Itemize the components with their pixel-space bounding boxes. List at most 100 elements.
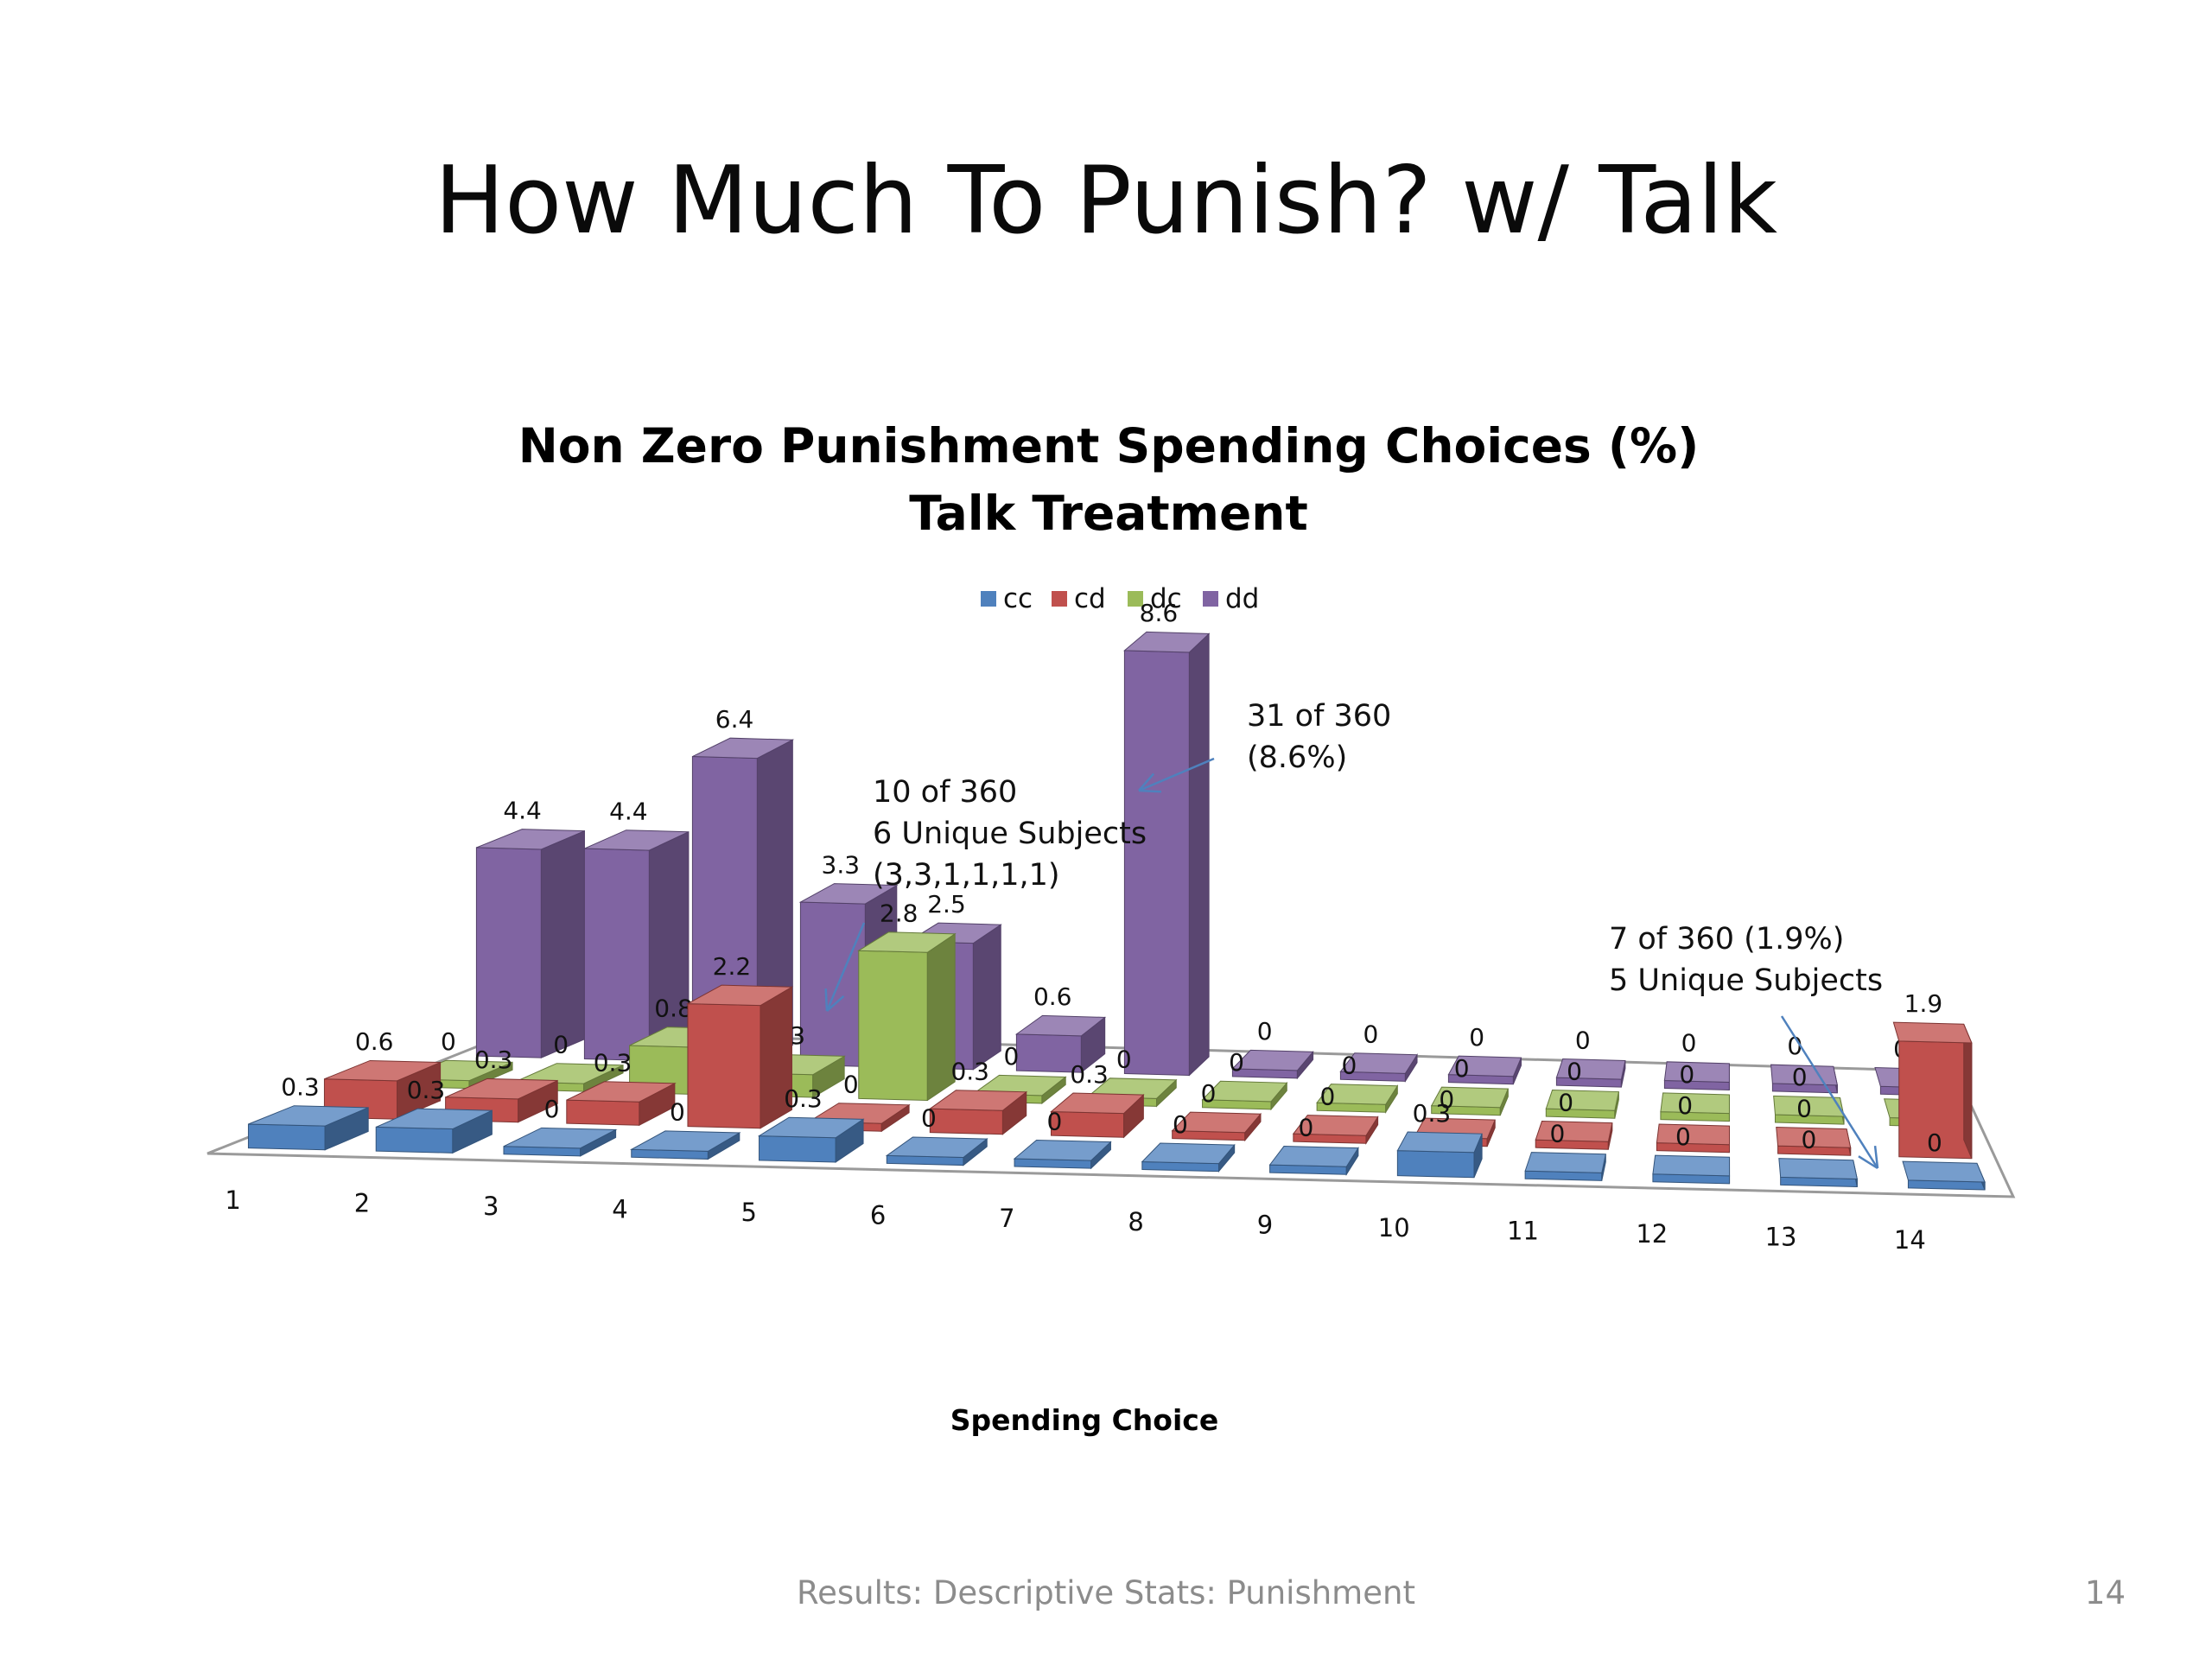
bar-value-label: 0 <box>670 1098 685 1127</box>
x-tick-label: 10 <box>1378 1213 1410 1243</box>
bar-cd-7 <box>1050 1092 1145 1139</box>
bar-cc-12 <box>1652 1154 1731 1185</box>
bar-value-label: 0.3 <box>1070 1060 1109 1089</box>
bar-dd-2 <box>583 830 690 1062</box>
bar-value-label: 2.8 <box>880 899 918 928</box>
bar-value-label: 0 <box>1469 1023 1484 1052</box>
bar-value-label: 0 <box>1047 1107 1063 1135</box>
bar-dc-13 <box>1773 1095 1845 1125</box>
bar-value-label: 0.3 <box>281 1072 320 1101</box>
bar-cc-6 <box>885 1136 988 1166</box>
bar-cc-13 <box>1778 1158 1858 1187</box>
legend-label-dd: dd <box>1225 583 1259 614</box>
bar-cd-11 <box>1535 1121 1613 1150</box>
bar-value-label: 0 <box>1549 1119 1565 1147</box>
bar-value-label: 0 <box>1257 1017 1273 1046</box>
bar-value-label: 0.6 <box>355 1027 394 1056</box>
bar-value-label: 0 <box>1927 1128 1942 1157</box>
bar-value-label: 0.3 <box>407 1076 446 1104</box>
page-number: 14 <box>2084 1574 2126 1611</box>
bar-cd-9 <box>1292 1115 1379 1145</box>
bar-value-label: 0.3 <box>1413 1099 1452 1128</box>
annotation-text: 6 Unique Subjects <box>873 817 1147 851</box>
annotation-text: 10 of 360 <box>873 775 1017 810</box>
annotation-arrow <box>825 922 866 1012</box>
bar-value-label: 0 <box>1173 1110 1188 1139</box>
bar-value-label: 0.3 <box>594 1048 632 1077</box>
bar-cc-8 <box>1141 1142 1236 1173</box>
bar-value-label: 0 <box>544 1095 560 1123</box>
bar-value-label: 0.3 <box>474 1046 513 1074</box>
bar-dc-8 <box>1201 1080 1288 1111</box>
slide-title: How Much To Punish? w/ Talk <box>434 147 1778 255</box>
bar-value-label: 0 <box>843 1070 859 1098</box>
bar-dd-1 <box>475 829 585 1058</box>
annotation-arrowhead <box>1858 1155 1878 1170</box>
bar-cc-3 <box>503 1127 618 1157</box>
bar-cc-10 <box>1396 1131 1483 1179</box>
bar-value-label: 0 <box>1787 1032 1802 1060</box>
legend-label-cd: cd <box>1074 583 1106 614</box>
bar-value-label: 0 <box>441 1027 456 1056</box>
bar-value-label: 0 <box>1320 1082 1336 1110</box>
bar-dd-8 <box>1231 1049 1314 1080</box>
bar-cd-12 <box>1656 1123 1731 1154</box>
annotation-arrow <box>1780 1015 1879 1169</box>
bar-cc-5 <box>757 1116 865 1163</box>
bar-value-label: 0 <box>1229 1048 1244 1077</box>
bar-value-label: 0 <box>1454 1054 1470 1083</box>
bar-dc-9 <box>1316 1084 1399 1115</box>
bar-cc-9 <box>1268 1146 1359 1176</box>
annotation-text: 7 of 360 (1.9%) <box>1609 922 1844 957</box>
bar-value-label: 1.9 <box>1904 989 1943 1018</box>
x-tick-label: 5 <box>741 1198 757 1227</box>
x-tick-label: 1 <box>225 1185 240 1215</box>
bar-cd-8 <box>1171 1111 1262 1142</box>
bar-value-label: 6.4 <box>715 705 754 734</box>
bar-cd-14 <box>1892 1021 1973 1160</box>
bar-value-label: 0 <box>1116 1046 1132 1074</box>
chart-bars: 4.44.46.43.32.50.68.60000000000.80.32.80… <box>247 599 1986 1191</box>
bar-value-label: 2.2 <box>713 952 752 981</box>
bar-cc-11 <box>1524 1152 1606 1181</box>
bar-dd-6 <box>1014 1014 1107 1074</box>
legend-label-dc: dc <box>1150 583 1182 614</box>
annotation-arrow <box>1138 757 1215 792</box>
bar-cc-14 <box>1902 1160 1986 1191</box>
chart-title: Non Zero Punishment Spending Choices (%) <box>518 418 1700 474</box>
bar-value-label: 4.4 <box>609 797 648 825</box>
x-tick-label: 7 <box>999 1204 1014 1233</box>
bar-value-label: 0 <box>1341 1051 1357 1079</box>
bar-dd-7 <box>1123 631 1211 1077</box>
annotation-text: 31 of 360 <box>1247 699 1391 734</box>
chart-annotations: 31 of 360 (8.6%) 10 of 360 6 Unique Subject… <box>824 699 1883 1170</box>
slide-footer: Results: Descriptive Stats: Punishment <box>797 1574 1415 1611</box>
bar-dc-11 <box>1545 1089 1619 1119</box>
bar-cc-7 <box>1013 1139 1112 1170</box>
annotation-text: 5 Unique Subjects <box>1609 963 1883 998</box>
bar-cd-4 <box>686 984 794 1129</box>
bar-dd-9 <box>1339 1052 1418 1084</box>
legend-label-cc: cc <box>1003 583 1033 614</box>
bar-value-label: 0 <box>1677 1091 1693 1120</box>
bar-cc-1 <box>247 1105 369 1151</box>
annotation-text: (3,3,1,1,1,1) <box>873 858 1060 893</box>
annotation-text: (8.6%) <box>1247 741 1347 775</box>
x-tick-label: 13 <box>1765 1223 1797 1252</box>
bar-value-label: 0.3 <box>950 1057 989 1085</box>
bar-value-label: 0 <box>1681 1029 1697 1058</box>
x-tick-label: 4 <box>612 1195 627 1224</box>
bar-cd-6 <box>928 1090 1028 1135</box>
bar-dc-5 <box>857 931 957 1102</box>
legend-swatch-dd <box>1203 591 1218 607</box>
bar-dd-10 <box>1447 1055 1522 1085</box>
x-tick-label: 9 <box>1257 1210 1273 1239</box>
x-tick-label: 11 <box>1507 1217 1539 1246</box>
legend-swatch-cc <box>981 591 996 607</box>
chart-legend: cc cd dc dd <box>981 583 1259 614</box>
bar-value-label: 0.3 <box>784 1084 823 1113</box>
legend-swatch-dc <box>1128 591 1143 607</box>
bar-value-label: 0 <box>1004 1042 1020 1071</box>
bar-value-label: 0 <box>1792 1063 1808 1091</box>
